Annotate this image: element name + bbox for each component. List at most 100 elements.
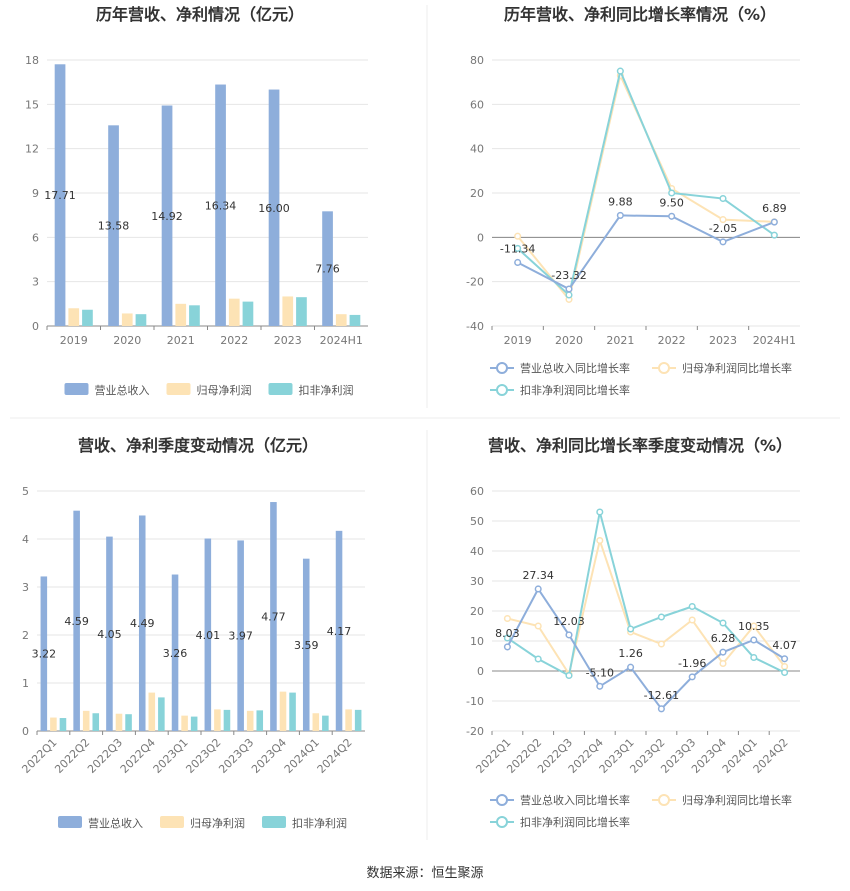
data-point[interactable] xyxy=(657,613,665,621)
bar[interactable] xyxy=(289,692,296,731)
bar[interactable] xyxy=(92,713,100,731)
bar[interactable] xyxy=(312,713,320,731)
data-point[interactable] xyxy=(565,631,573,639)
legend-item[interactable]: 营业总收入同比增长率 xyxy=(490,793,630,807)
bar[interactable] xyxy=(296,297,307,326)
data-point[interactable] xyxy=(627,663,635,671)
data-point[interactable] xyxy=(657,640,665,648)
data-point[interactable] xyxy=(596,508,604,516)
legend-item[interactable]: 扣非净利润同比增长率 xyxy=(490,815,630,829)
data-point[interactable] xyxy=(596,682,604,690)
bar[interactable] xyxy=(148,692,156,731)
legend-item[interactable]: 归母净利润同比增长率 xyxy=(652,361,792,375)
bar[interactable] xyxy=(181,715,188,731)
data-point[interactable] xyxy=(534,622,542,630)
data-point[interactable] xyxy=(503,614,511,623)
bar[interactable] xyxy=(108,125,119,326)
data-point[interactable] xyxy=(627,625,635,633)
data-point[interactable] xyxy=(514,232,522,240)
data-point[interactable] xyxy=(616,67,624,75)
legend-item[interactable]: 营业总收入同比增长率 xyxy=(490,361,630,375)
bar[interactable] xyxy=(204,538,212,731)
data-point[interactable] xyxy=(657,705,665,713)
data-point[interactable] xyxy=(534,585,542,593)
legend-item[interactable]: 扣非净利润 xyxy=(268,383,354,397)
bar[interactable] xyxy=(161,105,173,326)
data-point[interactable] xyxy=(750,622,758,630)
bar[interactable] xyxy=(50,717,57,731)
bar[interactable] xyxy=(228,298,240,326)
legend-item[interactable]: 归母净利润同比增长率 xyxy=(652,793,792,807)
data-point[interactable] xyxy=(719,238,727,246)
data-point[interactable] xyxy=(781,662,789,671)
data-point[interactable] xyxy=(770,218,778,226)
legend-item[interactable]: 归母净利润 xyxy=(166,383,252,397)
data-point[interactable] xyxy=(781,655,789,663)
bar[interactable] xyxy=(256,710,264,731)
data-point[interactable] xyxy=(503,643,511,651)
bar[interactable] xyxy=(68,308,80,326)
bar[interactable] xyxy=(59,718,67,731)
legend-item[interactable]: 营业总收入 xyxy=(58,816,143,830)
bar[interactable] xyxy=(354,709,362,731)
bar[interactable] xyxy=(135,314,147,326)
data-point[interactable] xyxy=(668,212,676,220)
bar[interactable] xyxy=(349,314,361,326)
bar[interactable] xyxy=(345,709,352,731)
bar[interactable] xyxy=(282,296,294,326)
bar[interactable] xyxy=(268,89,280,326)
legend-item[interactable]: 营业总收入 xyxy=(64,383,150,397)
bar[interactable] xyxy=(242,301,254,326)
bar[interactable] xyxy=(171,574,179,731)
data-point[interactable] xyxy=(688,616,696,624)
data-point[interactable] xyxy=(719,216,727,224)
bar[interactable] xyxy=(158,697,165,731)
data-point[interactable] xyxy=(616,211,624,219)
bar[interactable] xyxy=(270,502,277,731)
bar[interactable] xyxy=(246,710,254,731)
data-point[interactable] xyxy=(668,189,676,197)
bar[interactable] xyxy=(279,691,287,731)
bar[interactable] xyxy=(190,716,198,731)
bar[interactable] xyxy=(302,558,310,731)
data-point[interactable] xyxy=(565,291,573,299)
bar[interactable] xyxy=(115,713,123,731)
bar[interactable] xyxy=(223,709,231,731)
bar[interactable] xyxy=(82,309,93,326)
legend-item[interactable]: 扣非净利润同比增长率 xyxy=(490,383,630,397)
bar[interactable] xyxy=(335,530,343,731)
bar[interactable] xyxy=(125,714,132,731)
bar[interactable] xyxy=(189,305,200,326)
data-point[interactable] xyxy=(534,655,542,663)
data-point[interactable] xyxy=(770,231,778,239)
bar[interactable] xyxy=(121,313,133,326)
data-point[interactable] xyxy=(719,648,727,656)
data-point[interactable] xyxy=(719,659,727,668)
bar[interactable] xyxy=(237,540,244,731)
data-point[interactable] xyxy=(750,653,758,662)
data-point[interactable] xyxy=(688,602,696,611)
data-point[interactable] xyxy=(565,671,573,680)
bar[interactable] xyxy=(73,510,80,731)
legend-item[interactable]: 归母净利润 xyxy=(160,816,245,830)
bar[interactable] xyxy=(106,536,113,731)
bar[interactable] xyxy=(335,314,347,326)
bar[interactable] xyxy=(40,576,48,731)
data-point[interactable] xyxy=(514,258,522,267)
bar[interactable] xyxy=(215,84,226,326)
bar[interactable] xyxy=(322,211,333,326)
bar[interactable] xyxy=(322,715,329,731)
bar[interactable] xyxy=(138,515,146,731)
legend-item[interactable]: 扣非净利润 xyxy=(262,816,347,830)
data-point[interactable] xyxy=(565,285,573,293)
bar[interactable] xyxy=(214,709,221,731)
data-point[interactable] xyxy=(596,536,604,545)
bar[interactable] xyxy=(82,710,90,731)
data-point[interactable] xyxy=(719,194,727,203)
data-point[interactable] xyxy=(719,619,727,627)
data-point[interactable] xyxy=(781,668,789,677)
data-point[interactable] xyxy=(688,673,696,681)
data-point[interactable] xyxy=(514,244,522,252)
data-point[interactable] xyxy=(750,636,758,644)
bar[interactable] xyxy=(175,303,187,326)
